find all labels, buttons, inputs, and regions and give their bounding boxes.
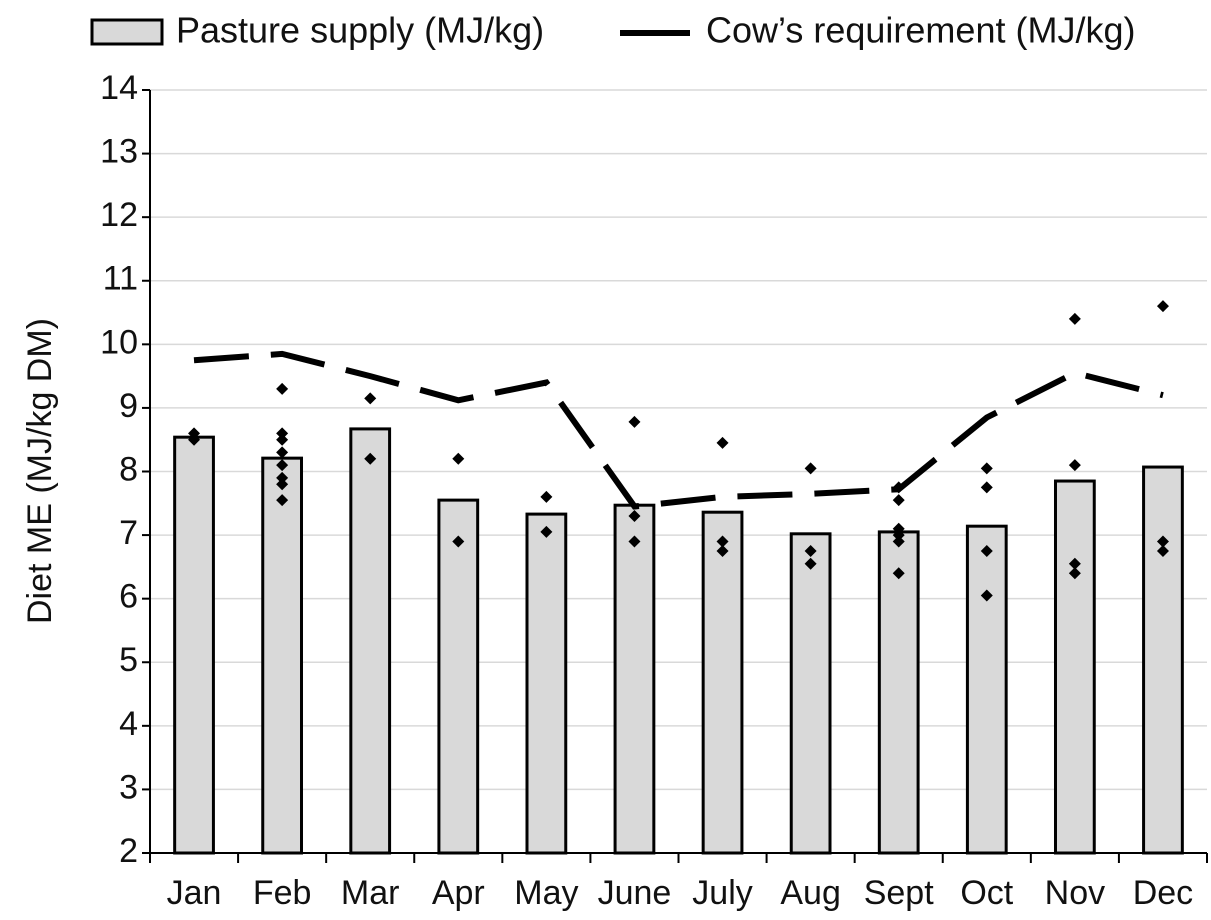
sample-point: [276, 382, 289, 395]
x-tick-label: Mar: [341, 874, 400, 912]
legend-label: Pasture supply (MJ/kg): [176, 10, 544, 51]
bar: [261, 456, 304, 855]
sample-point: [892, 522, 905, 535]
y-tick-label: 7: [119, 514, 138, 552]
sample-point: [804, 544, 817, 557]
sample-point: [980, 462, 993, 475]
y-tick-label: 6: [119, 578, 138, 616]
sample-point: [276, 446, 289, 459]
bar: [525, 512, 568, 855]
sample-point: [1068, 567, 1081, 580]
y-tick-label: 4: [119, 705, 138, 743]
legend: Pasture supply (MJ/kg) Cow’s requirement…: [90, 10, 1135, 51]
sample-point: [804, 557, 817, 570]
sample-point: [892, 529, 905, 542]
sample-point: [364, 452, 377, 465]
y-tick-label: 3: [119, 768, 138, 806]
sample-point: [1068, 312, 1081, 325]
sample-point: [804, 462, 817, 475]
x-tick-label: June: [598, 874, 672, 912]
sample-point: [892, 567, 905, 580]
sample-point: [364, 392, 377, 405]
bar: [789, 532, 832, 855]
y-axis-label: Diet ME (MJ/kg DM): [21, 318, 59, 624]
y-tick-label: 12: [100, 196, 138, 234]
y-tick-label: 5: [119, 641, 138, 679]
x-tick-label: Jan: [167, 874, 222, 912]
bar: [613, 503, 656, 855]
sample-point: [1068, 459, 1081, 472]
sample-point: [1156, 300, 1169, 313]
bar: [349, 427, 392, 855]
x-tick-label: Oct: [960, 874, 1013, 912]
sample-point: [188, 433, 201, 446]
sample-point: [276, 459, 289, 472]
sample-point: [452, 452, 465, 465]
sample-point: [628, 535, 641, 548]
sample-point: [540, 525, 553, 538]
sample-point: [276, 494, 289, 507]
sample-point: [980, 544, 993, 557]
sample-point: [1156, 535, 1169, 548]
sample-point: [980, 481, 993, 494]
y-tick-label: 11: [103, 260, 138, 298]
x-tick-label: July: [692, 874, 752, 912]
sample-point: [276, 471, 289, 484]
sample-point: [540, 490, 553, 503]
x-tick-label: May: [514, 874, 578, 912]
sample-point: [628, 510, 641, 523]
y-tick-label: 9: [119, 387, 138, 425]
sample-point: [1068, 557, 1081, 570]
sample-point: [716, 535, 729, 548]
bar: [173, 435, 215, 855]
y-tick-label: 14: [100, 69, 138, 107]
x-tick-label: Feb: [253, 874, 312, 912]
bar: [1053, 479, 1096, 855]
bar: [1142, 465, 1184, 855]
x-tick-label: Nov: [1045, 874, 1105, 912]
y-tick-label: 2: [119, 832, 138, 870]
bar: [701, 510, 744, 855]
sample-point: [276, 427, 289, 440]
x-tick-label: Dec: [1133, 874, 1193, 912]
sample-point: [1156, 544, 1169, 557]
bar: [437, 498, 480, 855]
sample-point: [628, 415, 641, 428]
bar: [877, 530, 920, 855]
y-tick-label: 13: [100, 133, 138, 171]
sample-point: [716, 436, 729, 449]
sample-point: [892, 535, 905, 548]
sample-point: [980, 589, 993, 602]
y-tick-label: 10: [100, 323, 138, 361]
sample-point: [276, 433, 289, 446]
sample-point: [892, 494, 905, 507]
legend-label: Cow’s requirement (MJ/kg): [706, 10, 1135, 51]
line: [193, 350, 1164, 510]
sample-point: [452, 535, 465, 548]
y-tick-label: 8: [119, 450, 138, 488]
x-tick-label: Apr: [432, 874, 485, 912]
sample-point: [188, 427, 201, 440]
sample-point: [276, 478, 289, 491]
bar: [965, 524, 1008, 855]
sample-point: [716, 544, 729, 557]
x-tick-label: Aug: [780, 874, 841, 912]
legend-swatch-bar: [90, 18, 164, 46]
sample-point: [892, 481, 905, 494]
x-tick-label: Sept: [864, 874, 934, 912]
